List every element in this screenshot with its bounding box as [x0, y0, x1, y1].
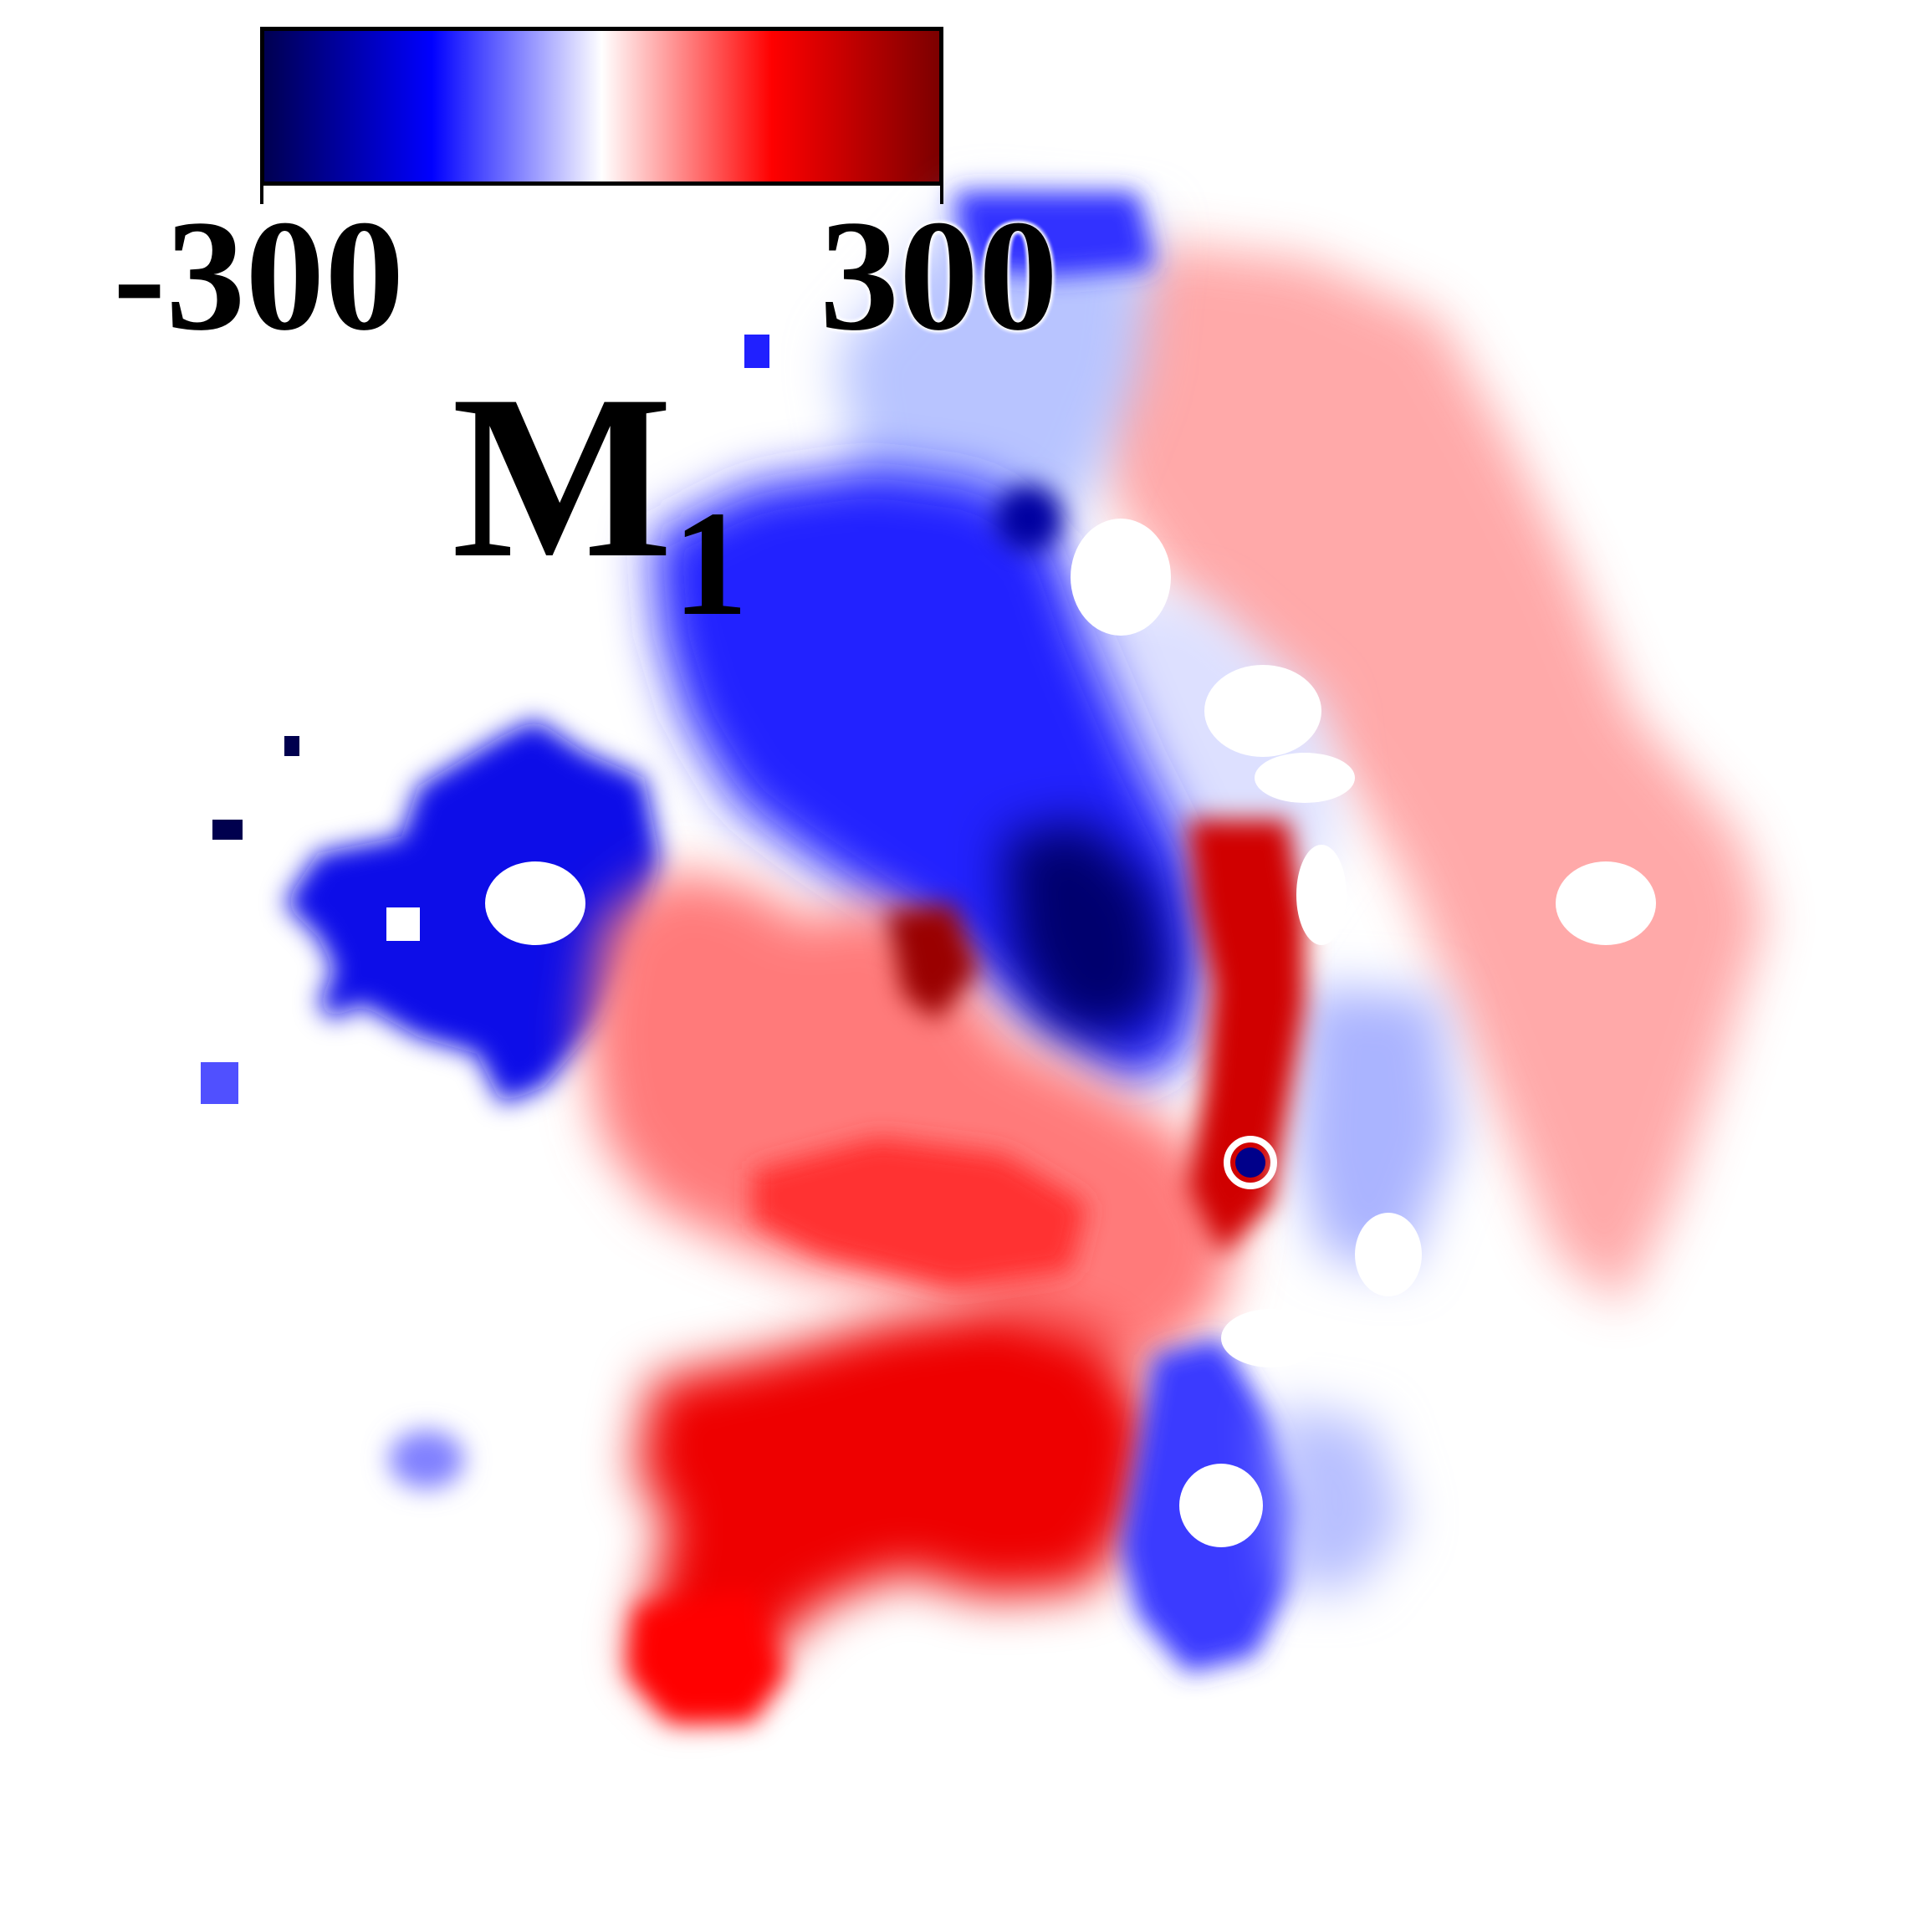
west-dark-speck-2 — [284, 736, 299, 756]
colorbar-gradient — [262, 28, 942, 184]
north-blue-tip — [953, 192, 1154, 276]
southeast-pale-blue — [1271, 1405, 1405, 1589]
galaxy-velocity-field — [201, 192, 1765, 1723]
blue-core — [1004, 820, 1171, 1037]
north-pale-blue — [836, 201, 1154, 544]
masked-holes — [386, 519, 1656, 1547]
east-pale-blue — [1296, 987, 1455, 1271]
colorbar-tick-max — [940, 186, 943, 204]
east-red-stream — [1188, 820, 1305, 1255]
north-blue-speck — [744, 335, 769, 368]
colorbar — [260, 27, 943, 186]
map-title-subscript: 1 — [672, 480, 749, 647]
map-title: M1 — [452, 360, 748, 639]
colorbar-tick-min — [260, 186, 263, 204]
west-blue-speck — [201, 1062, 238, 1104]
outer-red-arm — [1087, 243, 1765, 1305]
red-shelf-inner — [753, 1137, 1087, 1288]
red-core — [887, 903, 979, 1020]
colorbar-max-label: 300 — [820, 188, 1058, 364]
west-dark-speck — [212, 820, 243, 840]
west-blue-arm — [284, 719, 661, 1104]
blue-core-north — [995, 485, 1062, 552]
blue-knot-ring — [1224, 1136, 1277, 1189]
map-title-main: M — [452, 346, 673, 606]
blue-knot — [1235, 1147, 1265, 1178]
sw-pale-blue-blob — [389, 1430, 464, 1489]
colorbar-min-label: -300 — [113, 188, 405, 364]
south-red-bottom — [627, 1589, 786, 1723]
south-red-lobe — [636, 1305, 1154, 1706]
